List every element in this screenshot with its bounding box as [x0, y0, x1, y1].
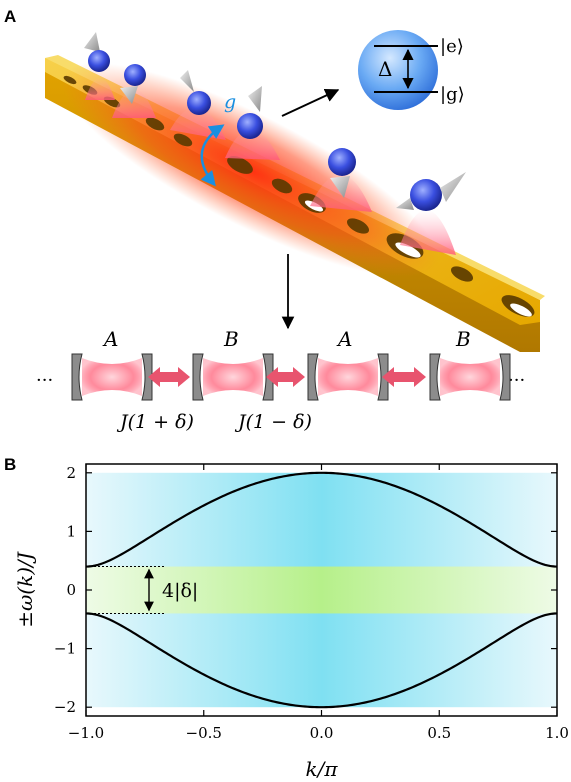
- atoms: [84, 32, 466, 211]
- panel-a-letter: A: [4, 7, 16, 26]
- cavity-chain: ··· ··· A B A B: [36, 327, 525, 433]
- gap-annotation: 4|δ|: [86, 566, 198, 614]
- x-tick-label: 0.0: [310, 724, 334, 742]
- x-axis-label: k/π: [305, 757, 338, 781]
- x-tick-label: 0.5: [427, 724, 451, 742]
- coupling-arrows: [148, 367, 426, 387]
- y-tick-label: 1: [66, 522, 76, 540]
- two-level-atom-sphere: [358, 30, 438, 110]
- coupling-g-label: g: [224, 91, 236, 113]
- cavity-a-2: A: [307, 327, 389, 401]
- cavity-label: B: [455, 327, 471, 351]
- gap-label: 4|δ|: [162, 580, 198, 602]
- coupling-strong-label: J(1 + δ): [116, 411, 194, 433]
- coupling-g: g: [200, 91, 236, 187]
- band-structure-plot: 4|δ| −1.0 −0.5 0.0 0.5 1.0 2 1 0 −1 −2 k/π ±ω(k)…: [13, 463, 569, 781]
- y-tick-label: 2: [66, 464, 76, 482]
- y-tick-label: −2: [54, 698, 76, 716]
- cavity-a-1: A: [71, 327, 153, 401]
- cavity-label: A: [102, 327, 118, 351]
- two-level-atom: Δ |e⟩ |g⟩: [358, 30, 465, 110]
- level-ground: |g⟩: [440, 84, 465, 105]
- atom: [396, 172, 466, 211]
- y-axis-label: ±ω(k)/J: [13, 551, 37, 628]
- coupling-weak-label: J(1 − δ): [234, 411, 312, 433]
- upper-band-curve: [85, 471, 558, 568]
- y-tick-label: 0: [66, 581, 76, 599]
- level-excited: |e⟩: [440, 36, 464, 57]
- atom: [328, 148, 356, 198]
- coupling-arrow-strong: [382, 367, 426, 387]
- atom: [237, 86, 263, 139]
- cavity-b-2: B: [429, 327, 511, 401]
- panel-b-letter: B: [4, 455, 16, 474]
- ellipsis-left: ···: [36, 370, 53, 391]
- x-tick-label: 1.0: [545, 724, 569, 742]
- y-tick-label: −1: [54, 640, 76, 658]
- atom: [180, 70, 211, 115]
- waveguide: [45, 55, 545, 352]
- coupling-arrow-strong: [148, 367, 190, 387]
- lower-band-curve: [85, 612, 558, 709]
- y-axis-ticks: 2 1 0 −1 −2: [54, 464, 557, 716]
- atom: [120, 64, 146, 104]
- cavity-label: A: [336, 327, 352, 351]
- gap-region: [86, 566, 557, 614]
- gap-label: Δ: [378, 57, 392, 81]
- zoom-arrow: [281, 88, 340, 117]
- coupling-arrow-weak: [266, 367, 305, 387]
- x-axis-ticks: −1.0 −0.5 0.0 0.5 1.0: [68, 464, 569, 742]
- cavity-label: B: [223, 327, 239, 351]
- cavity-b-1: B: [192, 327, 274, 401]
- atom: [84, 32, 110, 72]
- x-tick-label: −0.5: [186, 724, 222, 742]
- ellipsis-right: ···: [508, 370, 525, 391]
- x-tick-label: −1.0: [68, 724, 104, 742]
